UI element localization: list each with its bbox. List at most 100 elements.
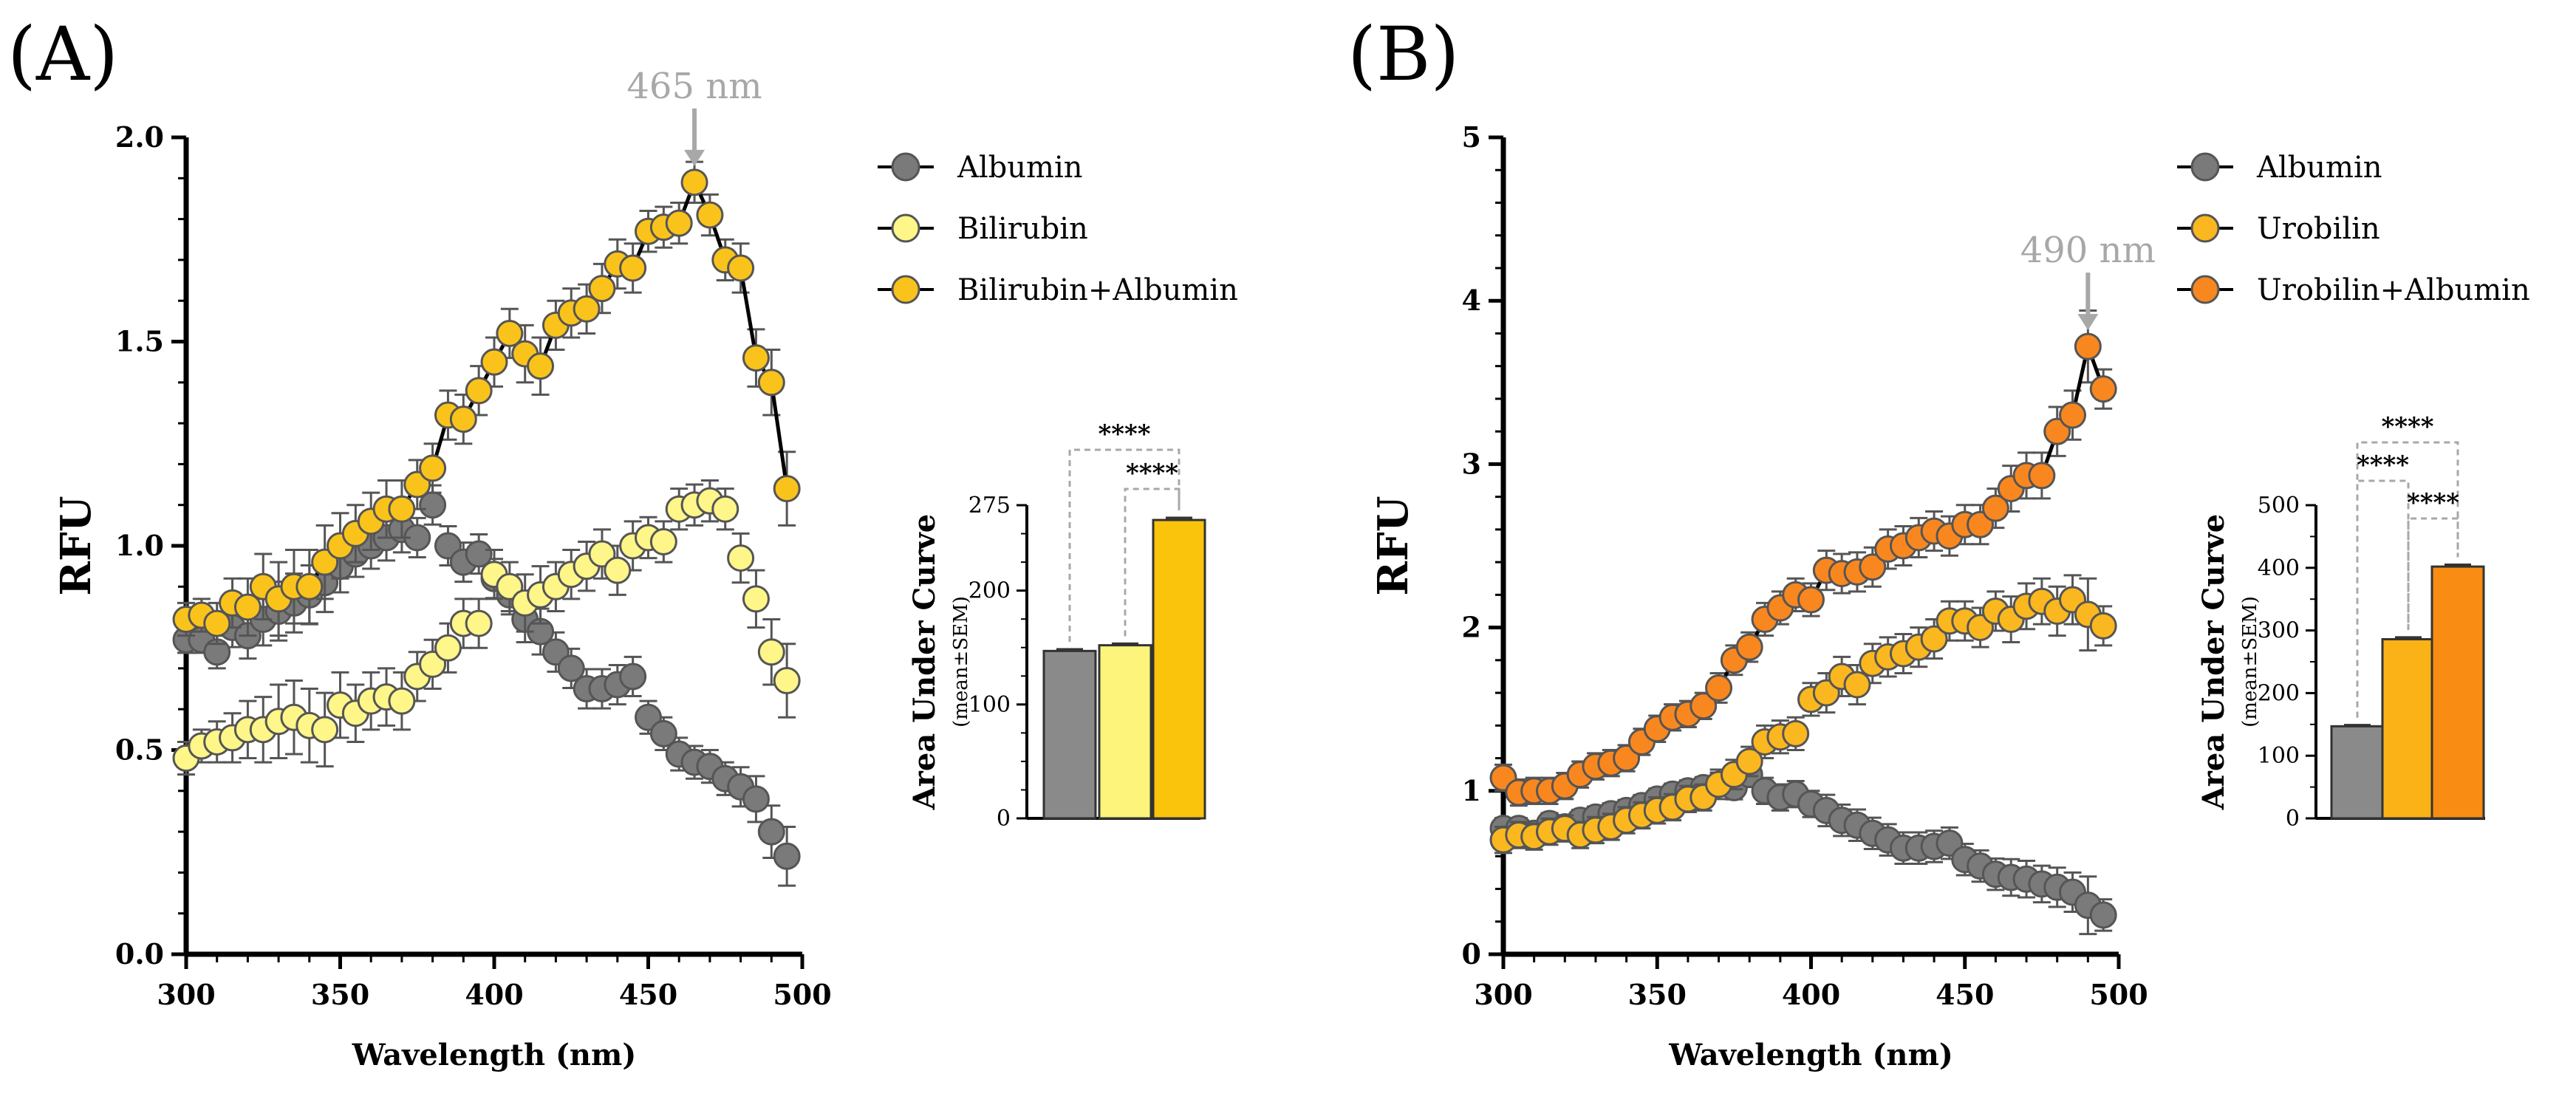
bar xyxy=(1152,518,1206,820)
y-tick-label: 5 xyxy=(1462,120,1481,154)
significance-label: **** xyxy=(2357,451,2409,480)
significance-bracket xyxy=(1068,448,1181,643)
data-point xyxy=(203,609,231,637)
legend-marker xyxy=(2190,213,2220,243)
peak-arrow-head xyxy=(684,149,706,166)
legend-marker xyxy=(891,152,920,182)
bar-y-title: Area Under Curve xyxy=(907,514,942,810)
data-point xyxy=(434,634,462,662)
data-point xyxy=(757,638,785,666)
bar xyxy=(2381,637,2436,820)
bar-y-tick-label: 100 xyxy=(2258,743,2300,769)
x-tick-label: 350 xyxy=(1628,978,1687,1011)
data-point xyxy=(1920,625,1948,653)
data-point xyxy=(465,609,493,637)
peak-label: 490 nm xyxy=(2020,230,2156,271)
x-tick-label: 300 xyxy=(1474,978,1532,1011)
series-bilirubin-plus-albumin xyxy=(172,160,801,646)
data-point xyxy=(1735,633,1763,661)
data-point xyxy=(496,319,524,347)
bar-y-tick-label: 200 xyxy=(2258,680,2300,706)
y-tick-label: 1.5 xyxy=(115,325,164,358)
significance-label: **** xyxy=(1126,459,1178,488)
legend-label: Urobilin xyxy=(2257,212,2380,246)
data-point xyxy=(773,842,801,870)
data-point xyxy=(527,352,555,380)
data-point xyxy=(1843,671,1871,699)
y-tick-label: 1.0 xyxy=(115,529,164,562)
bar-y-tick-label: 100 xyxy=(968,692,1011,718)
data-point xyxy=(2028,462,2056,490)
data-point xyxy=(295,572,324,600)
bar-chart: 0 100 200 300 400 500 Area Under Curve (mean±SE… xyxy=(2196,412,2485,832)
data-point xyxy=(388,687,416,715)
x-tick-label: 500 xyxy=(2089,978,2148,1011)
data-point xyxy=(619,254,647,282)
series-group xyxy=(172,160,801,887)
bar xyxy=(1098,644,1152,820)
y-tick-label: 0 xyxy=(1462,937,1481,970)
data-point xyxy=(619,663,647,691)
legend-label: Albumin xyxy=(2256,151,2382,185)
significance-label: **** xyxy=(1098,420,1150,449)
legend-marker xyxy=(2190,152,2220,182)
bar-y-tick-label: 300 xyxy=(2258,618,2300,644)
data-point xyxy=(742,785,770,813)
data-point xyxy=(1690,692,1718,720)
series-albumin xyxy=(172,484,801,887)
y-axis-title: RFU xyxy=(52,496,100,595)
data-point xyxy=(711,495,739,523)
data-point xyxy=(419,454,447,482)
data-point xyxy=(1797,586,1825,614)
x-tick-label: 300 xyxy=(157,978,215,1011)
x-tick-label: 400 xyxy=(465,978,523,1011)
bar-y-subtitle: (mean±SEM) xyxy=(950,596,972,728)
data-point xyxy=(665,209,693,237)
data-point xyxy=(696,201,724,229)
legend-label: Bilirubin+Albumin xyxy=(957,273,1238,307)
bar xyxy=(1042,649,1097,820)
data-point xyxy=(773,666,801,694)
data-point xyxy=(573,295,601,323)
data-point xyxy=(2089,901,2117,929)
panel-b: (B) 0 1 2 3 4 5 300 350 400 450 500 Wavelength (nm) R… xyxy=(1347,11,2530,1072)
y-tick-label: 0.0 xyxy=(115,937,164,970)
series-urobilin xyxy=(1489,574,2117,855)
y-tick-label: 3 xyxy=(1462,447,1481,480)
data-point xyxy=(480,348,508,376)
data-point xyxy=(2089,612,2117,640)
x-axis-title: Wavelength (nm) xyxy=(1668,1038,1953,1072)
significance-label: **** xyxy=(2381,412,2433,442)
legend-marker xyxy=(891,213,920,243)
series-group xyxy=(1489,309,2117,936)
data-point xyxy=(649,719,677,747)
bar xyxy=(2330,725,2385,820)
x-axis-title: Wavelength (nm) xyxy=(352,1038,637,1072)
x-tick-label: 350 xyxy=(311,978,369,1011)
data-point xyxy=(2059,401,2087,429)
panel-label: (A) xyxy=(7,11,118,97)
bar-chart: 0 100 200 275 Area Under Curve (mean±SEM) ****… xyxy=(907,420,1206,832)
significance-label: **** xyxy=(2407,488,2459,518)
data-point xyxy=(465,540,493,568)
data-point xyxy=(742,585,770,613)
y-axis-title: RFU xyxy=(1369,496,1418,595)
bar-y-tick-label: 200 xyxy=(968,578,1011,604)
x-tick-label: 500 xyxy=(773,978,831,1011)
legend-marker xyxy=(891,275,920,304)
legend: Albumin Bilirubin Bilirubin+Albumin xyxy=(878,151,1238,307)
data-point xyxy=(757,818,785,846)
data-point xyxy=(727,254,755,282)
data-point xyxy=(757,369,785,397)
data-point xyxy=(233,593,262,621)
significance-bracket xyxy=(1124,487,1181,637)
series-urobilin-plus-albumin xyxy=(1489,309,2117,807)
significance-bracket xyxy=(2407,517,2459,630)
bar-y-tick-label: 0 xyxy=(2286,806,2300,832)
data-point xyxy=(311,716,339,744)
data-point xyxy=(449,405,477,434)
data-point xyxy=(1735,747,1763,776)
data-point xyxy=(557,654,585,682)
panel-a: (A) 0.0 0.5 1.0 1.5 2.0 300 350 400 450 500 Wavelen… xyxy=(7,11,1238,1072)
